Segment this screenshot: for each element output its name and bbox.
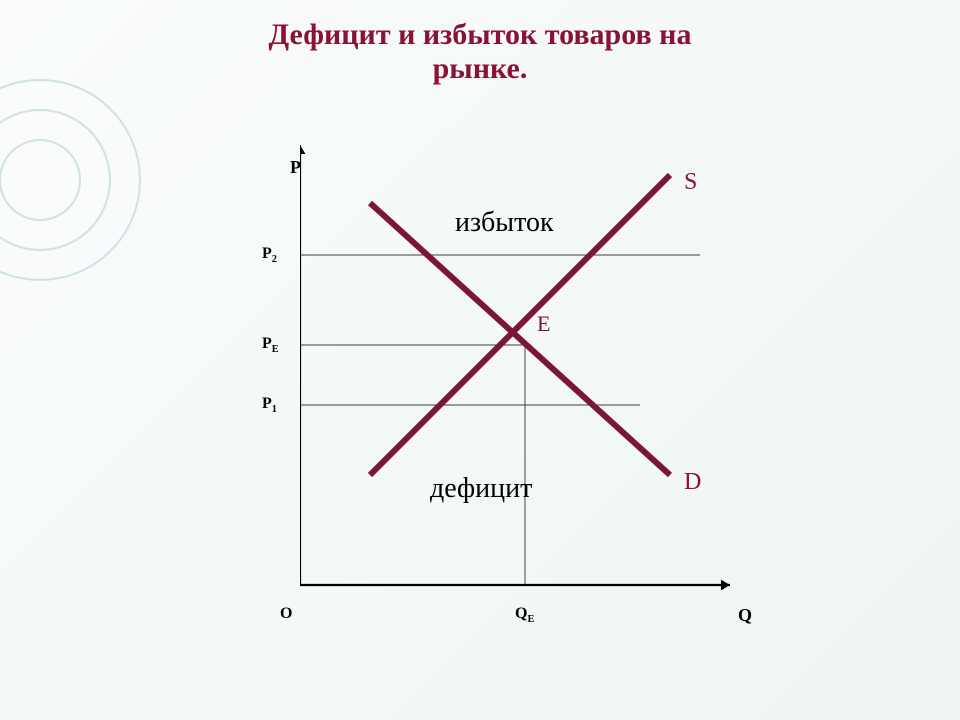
origin-label: O bbox=[280, 605, 292, 623]
x-axis-label: Q bbox=[738, 605, 752, 626]
tick-QE: QE bbox=[515, 605, 534, 625]
decorative-rings bbox=[0, 70, 150, 290]
tick-P2: P2 bbox=[262, 245, 277, 265]
y-axis-label: P bbox=[290, 157, 301, 178]
slide: Дефицит и избыток товаров на рынке. P Q O P… bbox=[0, 0, 960, 720]
equilibrium-label: E bbox=[537, 311, 550, 337]
tick-PE: PE bbox=[262, 335, 279, 355]
tick-P1: P1 bbox=[262, 395, 277, 415]
slide-title: Дефицит и избыток товаров на рынке. bbox=[0, 18, 960, 86]
demand-label: D bbox=[684, 469, 701, 496]
supply-demand-chart: PQOP2PEP1QESDEизбытокдефицит bbox=[300, 145, 760, 605]
shortage-label: дефицит bbox=[430, 473, 532, 505]
surplus-label: избыток bbox=[455, 207, 554, 239]
supply-label: S bbox=[684, 169, 697, 196]
